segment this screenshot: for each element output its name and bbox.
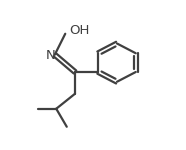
Text: N: N	[45, 49, 55, 62]
Text: OH: OH	[70, 24, 90, 37]
